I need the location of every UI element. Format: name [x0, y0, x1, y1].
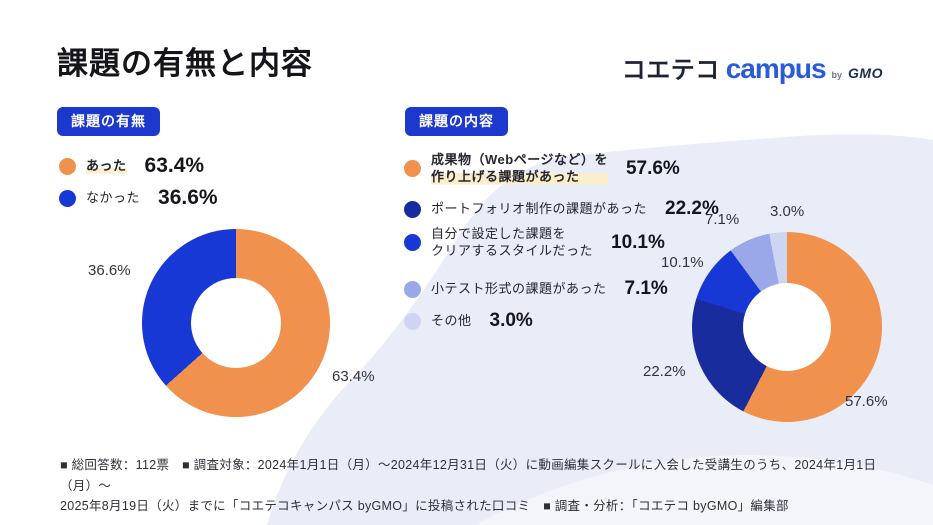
legend-value: 57.6% — [625, 157, 680, 179]
source-note-line1: ■ 総回答数：112票 ■ 調査対象：2024年1月1日（月）〜2024年12月… — [60, 458, 877, 493]
legend-value: 63.4% — [144, 154, 205, 177]
legend-item-seikabutsu: 成果物（Webページなど）を 作り上げる課題があった 57.6% — [404, 152, 680, 186]
legend-value: 10.1% — [611, 231, 665, 253]
legend-item-shotest: 小テスト形式の課題があった 7.1% — [404, 278, 668, 300]
section-badge-content: 課題の内容 — [405, 107, 508, 136]
donut-hole — [743, 283, 831, 371]
brand-logo: コエテコ campus by GMO — [622, 50, 883, 85]
donut-hole — [191, 278, 281, 368]
legend-value: 3.0% — [489, 310, 533, 331]
legend-label: 小テスト形式の課題があった — [431, 280, 607, 296]
legend-dot-periwinkle — [404, 280, 421, 298]
legend-item-nakatta: なかった 36.6% — [59, 186, 218, 210]
logo-by-text: by — [831, 70, 843, 80]
legend-dot-blue — [59, 189, 76, 207]
slice-label-shotest: 7.1% — [705, 211, 740, 228]
source-note-line2: 2025年8月19日（火）までに「コエテコキャンパス byGMO」に投稿された口… — [60, 499, 789, 514]
slice-label-sonota: 3.0% — [770, 203, 805, 220]
legend-item-portfolio: ポートフォリオ制作の課題があった 22.2% — [404, 198, 719, 220]
legend-label: あった — [86, 157, 127, 175]
legend-item-jibun: 自分で設定した課題を クリアするスタイルだった 10.1% — [404, 226, 665, 260]
legend-dot-blue — [404, 234, 421, 252]
legend-label: 成果物（Webページなど）を 作り上げる課題があった — [431, 152, 608, 186]
legend-dot-orange — [59, 157, 76, 175]
logo-coeteco-text: コエテコ — [621, 57, 720, 84]
legend-label: なかった — [86, 189, 141, 205]
slice-label-seikabutsu: 57.6% — [845, 393, 888, 410]
legend-dot-lavender — [404, 312, 421, 330]
legend-dot-orange — [404, 160, 421, 178]
legend-item-atta: あった 63.4% — [59, 154, 204, 178]
source-note: ■ 総回答数：112票 ■ 調査対象：2024年1月1日（月）〜2024年12月… — [60, 455, 900, 517]
legend-dot-navy — [404, 200, 421, 218]
legend-label: 自分で設定した課題を クリアするスタイルだった — [431, 226, 594, 258]
legend-label: ポートフォリオ制作の課題があった — [431, 200, 648, 216]
slice-label-jibun: 10.1% — [661, 254, 704, 271]
slice-label-nakatta: 36.6% — [88, 262, 131, 279]
donut-chart-content — [692, 232, 882, 422]
legend-value: 36.6% — [158, 186, 218, 209]
logo-gmo-text: GMO — [848, 65, 883, 81]
logo-campus-text: campus — [725, 53, 827, 84]
legend-item-sonota: その他 3.0% — [404, 310, 533, 332]
section-badge-existence: 課題の有無 — [57, 107, 160, 136]
legend-value: 22.2% — [665, 198, 719, 219]
donut-chart-existence — [142, 229, 330, 417]
page-title: 課題の有無と内容 — [57, 46, 313, 81]
slice-label-portfolio: 22.2% — [643, 363, 686, 380]
slice-label-atta: 63.4% — [332, 368, 375, 385]
legend-label: その他 — [431, 312, 472, 328]
legend-value: 7.1% — [624, 278, 668, 299]
